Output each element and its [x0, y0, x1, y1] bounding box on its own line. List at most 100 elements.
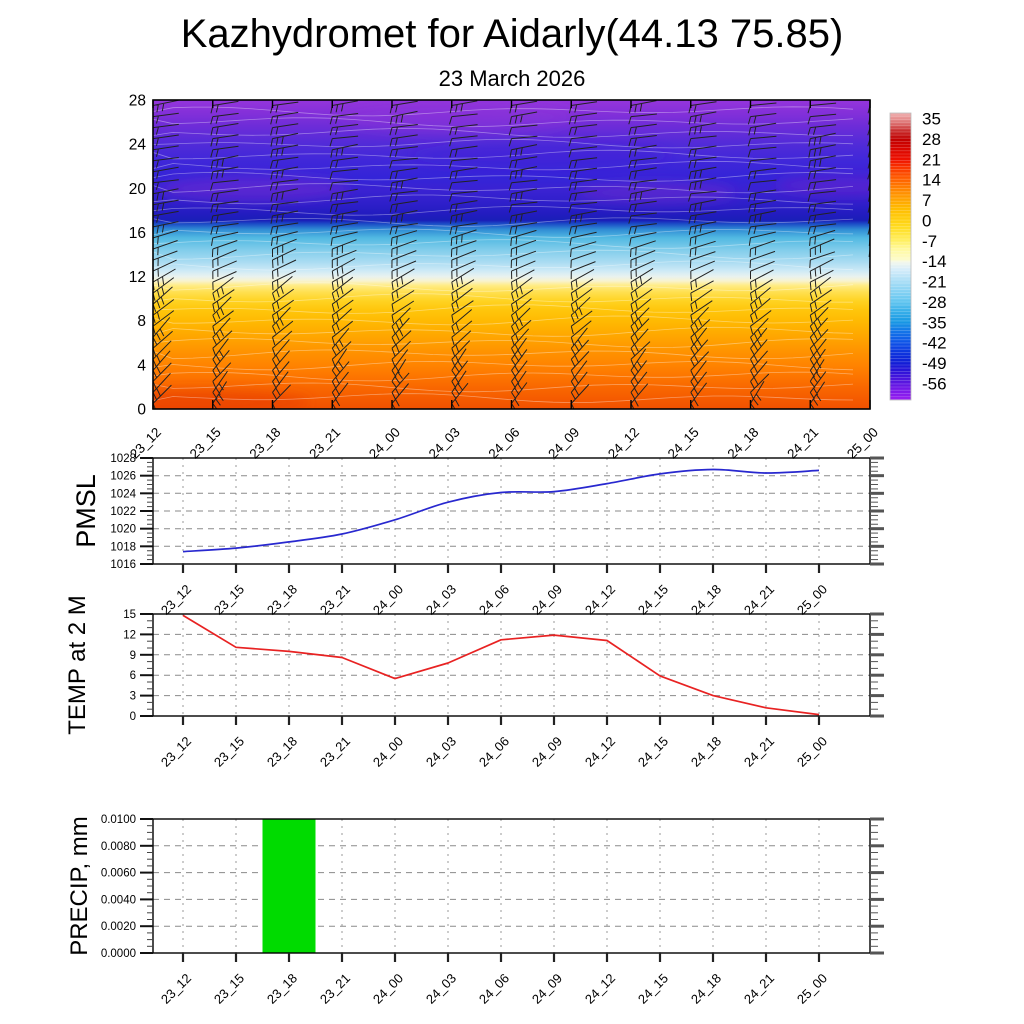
chart-title: Kazhydromet for Aidarly(44.13 75.85) — [180, 12, 844, 56]
main-heatmap — [153, 100, 870, 409]
svg-text:1016: 1016 — [110, 559, 136, 571]
svg-text:24_15: 24_15 — [635, 971, 671, 1007]
svg-text:24_18: 24_18 — [724, 425, 761, 462]
svg-text:0: 0 — [137, 402, 146, 419]
svg-text:24_00: 24_00 — [366, 425, 403, 462]
svg-text:0.0100: 0.0100 — [101, 814, 136, 826]
svg-text:23_21: 23_21 — [317, 971, 353, 1007]
svg-text:25_00: 25_00 — [794, 734, 830, 770]
svg-text:24_21: 24_21 — [741, 582, 777, 618]
svg-text:0.0040: 0.0040 — [101, 894, 136, 906]
contour-lines — [153, 106, 854, 404]
svg-text:-35: -35 — [922, 313, 947, 332]
pmsl-panel-line — [182, 468, 820, 553]
svg-text:24_03: 24_03 — [426, 425, 463, 462]
svg-text:8: 8 — [137, 313, 146, 330]
svg-text:24_09: 24_09 — [529, 971, 565, 1007]
svg-text:0: 0 — [130, 711, 136, 723]
svg-text:-7: -7 — [922, 232, 937, 251]
svg-text:24_18: 24_18 — [688, 971, 724, 1007]
svg-text:24_06: 24_06 — [485, 425, 522, 462]
svg-text:24_09: 24_09 — [529, 734, 565, 770]
svg-text:24_06: 24_06 — [476, 734, 512, 770]
svg-text:12: 12 — [123, 629, 136, 641]
svg-text:0.0060: 0.0060 — [101, 868, 136, 880]
svg-text:0: 0 — [922, 211, 931, 230]
svg-text:6: 6 — [130, 670, 136, 682]
svg-text:15: 15 — [123, 609, 136, 621]
svg-text:24_00: 24_00 — [370, 971, 406, 1007]
svg-text:1020: 1020 — [110, 524, 136, 536]
colorbar — [889, 112, 912, 401]
svg-text:24_00: 24_00 — [370, 582, 406, 618]
svg-text:24_06: 24_06 — [476, 582, 512, 618]
svg-text:25_00: 25_00 — [794, 582, 830, 618]
svg-text:23_18: 23_18 — [264, 971, 300, 1007]
svg-text:23_21: 23_21 — [317, 582, 353, 618]
svg-text:23_15: 23_15 — [211, 734, 247, 770]
svg-text:23_15: 23_15 — [187, 425, 224, 462]
main-y-tick-labels: 0 4 8 12 16 20 24 28 — [129, 93, 147, 419]
svg-text:35: 35 — [922, 110, 941, 129]
svg-text:24_15: 24_15 — [635, 734, 671, 770]
svg-text:23_12: 23_12 — [158, 734, 194, 770]
svg-text:24_12: 24_12 — [582, 734, 618, 770]
svg-text:25_00: 25_00 — [794, 971, 830, 1007]
svg-text:24_15: 24_15 — [665, 425, 702, 462]
svg-text:-14: -14 — [922, 252, 947, 271]
svg-text:23_15: 23_15 — [211, 582, 247, 618]
svg-text:20: 20 — [129, 181, 147, 198]
svg-text:24_21: 24_21 — [784, 425, 821, 462]
svg-text:24_03: 24_03 — [423, 582, 459, 618]
svg-text:1024: 1024 — [110, 488, 136, 500]
svg-text:1018: 1018 — [110, 541, 136, 553]
svg-text:28: 28 — [922, 130, 941, 149]
svg-text:23_12: 23_12 — [158, 971, 194, 1007]
svg-text:14: 14 — [922, 171, 941, 190]
temp-panel: 0 3 6 9 12 15 23_12 23_15 23_18 23_21 24_00 24_03 24… — [123, 609, 884, 770]
svg-text:24_21: 24_21 — [741, 971, 777, 1007]
main-x-tick-labels: 23_12 23_15 23_18 23_21 24_00 24_03 24_06 24_09… — [127, 425, 881, 462]
svg-text:24_21: 24_21 — [741, 734, 777, 770]
svg-text:-42: -42 — [922, 334, 947, 353]
svg-text:24_00: 24_00 — [370, 734, 406, 770]
svg-text:24_09: 24_09 — [545, 425, 582, 462]
precip-panel: 0.0000 0.0020 0.0040 0.0060 0.0080 0.0100 23_1… — [101, 814, 884, 1007]
svg-text:1026: 1026 — [110, 471, 136, 483]
temp-panel-line — [182, 614, 820, 716]
svg-text:21: 21 — [922, 150, 941, 169]
svg-text:1022: 1022 — [110, 506, 136, 518]
svg-text:23_21: 23_21 — [306, 425, 343, 462]
precip-bar — [262, 819, 316, 953]
svg-text:-21: -21 — [922, 273, 947, 292]
svg-text:23_12: 23_12 — [158, 582, 194, 618]
svg-text:24_18: 24_18 — [688, 582, 724, 618]
svg-text:7: 7 — [922, 191, 931, 210]
svg-text:1028: 1028 — [110, 453, 136, 465]
svg-text:24_15: 24_15 — [635, 582, 671, 618]
svg-text:4: 4 — [137, 357, 146, 374]
svg-text:0.0020: 0.0020 — [101, 921, 136, 933]
chart-subtitle: 23 March 2026 — [438, 66, 586, 91]
svg-text:24_12: 24_12 — [582, 582, 618, 618]
svg-text:24_12: 24_12 — [605, 425, 642, 462]
svg-text:-28: -28 — [922, 293, 947, 312]
pmsl-panel: 1016 1018 1020 1022 1024 1026 1028 23_12 23_15 23… — [110, 453, 884, 618]
svg-text:24_18: 24_18 — [688, 734, 724, 770]
svg-text:24_03: 24_03 — [423, 734, 459, 770]
svg-text:28: 28 — [129, 93, 146, 110]
svg-text:23_18: 23_18 — [264, 582, 300, 618]
svg-text:24_09: 24_09 — [529, 582, 565, 618]
svg-text:25_00: 25_00 — [844, 425, 881, 462]
svg-text:23_18: 23_18 — [264, 734, 300, 770]
svg-text:-56: -56 — [922, 374, 947, 393]
svg-text:23_21: 23_21 — [317, 734, 353, 770]
svg-text:24_03: 24_03 — [423, 971, 459, 1007]
svg-text:0.0000: 0.0000 — [101, 948, 136, 960]
svg-text:24_06: 24_06 — [476, 971, 512, 1007]
svg-text:23_18: 23_18 — [246, 425, 283, 462]
main-frame — [152, 99, 871, 410]
wind-barbs — [153, 100, 870, 409]
